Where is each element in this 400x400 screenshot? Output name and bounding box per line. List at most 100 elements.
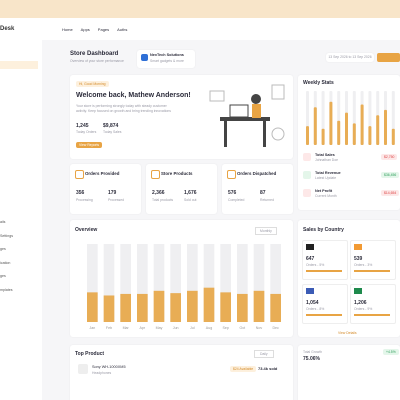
card-title: Top Product bbox=[75, 351, 105, 357]
item-sub: Current Month bbox=[315, 194, 337, 198]
view-details[interactable]: View Details bbox=[338, 331, 357, 335]
bar bbox=[321, 128, 325, 145]
bar bbox=[376, 115, 380, 145]
x-tick-label: Oct bbox=[240, 326, 246, 330]
welcome-text: Your store is performing strongly today … bbox=[76, 104, 171, 113]
x-tick-label: Jan bbox=[89, 326, 95, 330]
card-title: Store Products bbox=[161, 171, 193, 176]
weekly-chart bbox=[306, 91, 395, 145]
stat-label: Processing bbox=[76, 198, 93, 202]
store-tag: Smart gadgets & more bbox=[150, 59, 184, 63]
bar bbox=[237, 293, 248, 322]
bar-track bbox=[120, 244, 131, 322]
product-sold: 73.4k sold bbox=[258, 366, 278, 371]
stat-value: $9,874 bbox=[103, 123, 119, 129]
welcome-button[interactable]: View Reports bbox=[76, 142, 103, 148]
bar bbox=[103, 295, 115, 322]
welcome-card: Hi, Good Morning Welcome back, Mathew An… bbox=[70, 75, 293, 159]
nav: Home Apps Pages Auths bbox=[62, 27, 127, 32]
card-title: Orders Provided bbox=[85, 171, 120, 176]
page-subtitle: Overview of your store performance bbox=[70, 59, 124, 63]
sidebar-item[interactable]: ication bbox=[0, 260, 11, 265]
bar bbox=[253, 290, 265, 322]
top-product-card: Top Product Daily Sony WH-1000XM5 Headph… bbox=[70, 345, 293, 400]
store-name: NexTech Solutions bbox=[150, 53, 184, 57]
sidebar-item[interactable]: ails bbox=[0, 220, 6, 224]
sidebar-item[interactable]: ges bbox=[0, 247, 6, 251]
nav-item[interactable]: Auths bbox=[117, 27, 128, 32]
sidebar-list: ails Settings ges ication ges mplates bbox=[0, 216, 13, 297]
country-box bbox=[302, 240, 348, 280]
bar-track bbox=[87, 244, 98, 322]
stat-value: 1,245 bbox=[76, 123, 89, 129]
item-sub: Latest Update bbox=[315, 176, 337, 180]
stat-label: Total products bbox=[152, 198, 174, 202]
stat-label: Today Sales bbox=[103, 130, 122, 134]
bar-track bbox=[153, 244, 165, 322]
x-tick-label: Nov bbox=[256, 326, 263, 330]
stat-value: 179 bbox=[108, 190, 117, 196]
bar bbox=[187, 290, 198, 322]
product-image bbox=[78, 364, 88, 374]
country-bar bbox=[354, 270, 390, 272]
x-tick-label: Apr bbox=[140, 326, 146, 330]
country-bar bbox=[354, 314, 390, 316]
bar-track bbox=[170, 244, 181, 322]
nav-item[interactable]: Home bbox=[62, 27, 73, 32]
country-label: Orders - 9% bbox=[354, 307, 373, 311]
bar bbox=[270, 293, 281, 322]
bar bbox=[329, 101, 333, 145]
bar-track bbox=[203, 244, 215, 322]
card-title: Weekly Stats bbox=[303, 80, 334, 86]
bar-track bbox=[253, 244, 265, 322]
nav-item[interactable]: Pages bbox=[97, 27, 110, 32]
card-icon bbox=[75, 170, 84, 179]
period-select[interactable]: Monthly bbox=[255, 227, 277, 235]
store-logo bbox=[141, 54, 148, 61]
growth-card: Total Growth 75.06% +4.5% bbox=[298, 345, 400, 400]
country-label: Orders - 8% bbox=[306, 307, 325, 311]
nav-item[interactable]: Apps bbox=[80, 27, 90, 32]
sidebar-item[interactable]: Settings bbox=[0, 233, 13, 238]
stat-label: Processed bbox=[108, 198, 125, 202]
stat-value: 1,676 bbox=[184, 190, 197, 196]
item-icon bbox=[303, 189, 311, 197]
welcome-badge: Hi, Good Morning bbox=[76, 81, 109, 87]
item-name: Total Sales bbox=[315, 153, 335, 157]
country-value: 539 bbox=[354, 256, 363, 262]
x-tick-label: Jul bbox=[190, 326, 195, 330]
bar bbox=[360, 104, 364, 145]
date-button[interactable] bbox=[377, 53, 400, 62]
bar bbox=[391, 128, 395, 145]
bar-track bbox=[220, 244, 231, 322]
bar bbox=[352, 123, 356, 145]
item-value: $14,654 bbox=[381, 190, 400, 196]
stat-value: 87 bbox=[260, 190, 266, 196]
bar-track bbox=[270, 244, 281, 322]
item-value: $2,750 bbox=[381, 154, 398, 160]
sidebar-item[interactable]: ges bbox=[0, 274, 6, 278]
stat-card: Orders Provided 356 Processing 179 Processed bbox=[70, 164, 141, 214]
stat-label: Returned bbox=[260, 198, 274, 202]
flag bbox=[306, 288, 314, 294]
period-select[interactable]: Daily bbox=[254, 350, 274, 358]
flag bbox=[354, 244, 362, 250]
bar-track bbox=[187, 244, 198, 322]
date-range[interactable]: 13 Sep 2026 to 13 Sep 2026 bbox=[326, 53, 374, 62]
bar-track bbox=[237, 244, 248, 322]
country-label: Orders - 5% bbox=[306, 263, 325, 267]
sidebar-item[interactable]: mplates bbox=[0, 287, 13, 292]
product-sub: Headphones bbox=[92, 371, 112, 375]
card-icon bbox=[151, 170, 160, 179]
store-select[interactable]: NexTech Solutions Smart gadgets & more bbox=[137, 50, 195, 68]
x-tick-label: Mar bbox=[123, 326, 130, 330]
country-bar bbox=[306, 314, 342, 316]
product-badge: $24 Available bbox=[230, 366, 257, 372]
x-tick-label: Feb bbox=[106, 326, 112, 330]
bar bbox=[345, 112, 348, 145]
item-name: Total Revenue bbox=[315, 171, 341, 175]
bar bbox=[153, 290, 165, 322]
item-icon bbox=[303, 171, 311, 179]
bar bbox=[87, 292, 98, 322]
country-value: 1,054 bbox=[306, 300, 319, 306]
